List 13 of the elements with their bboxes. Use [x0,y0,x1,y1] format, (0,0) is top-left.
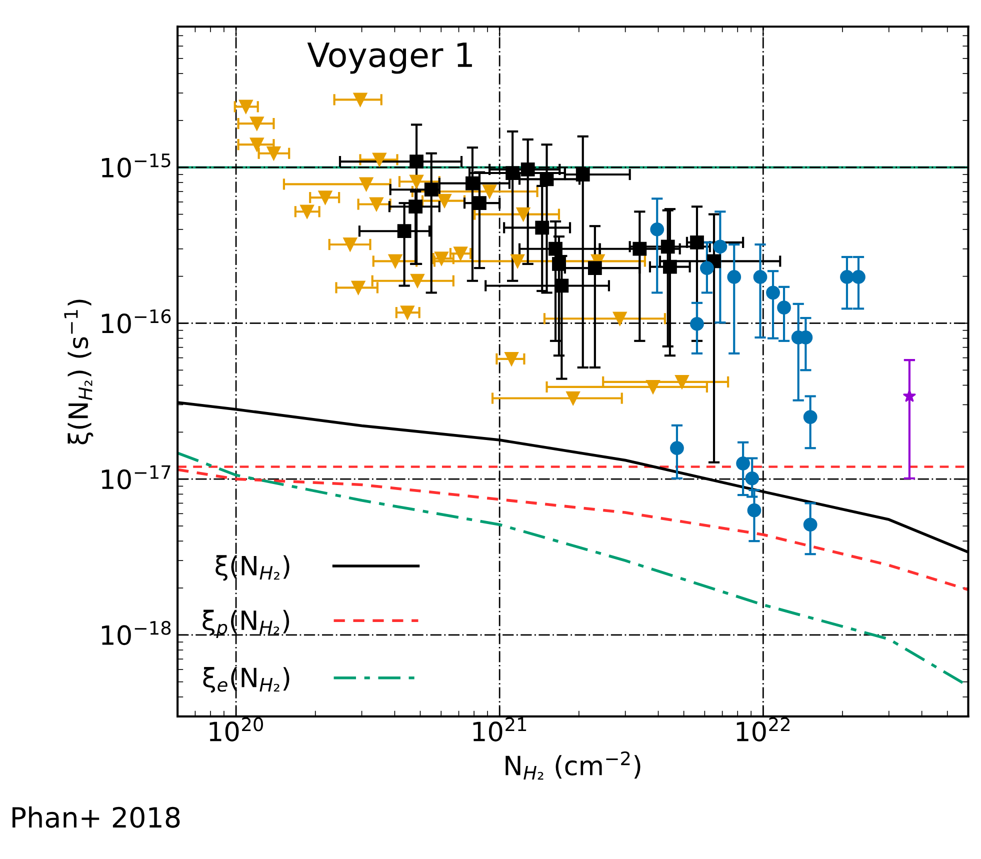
x-tick-label: 10$^{21}$ [473,717,526,742]
x-tick-label: 10$^{22}$ [736,717,790,742]
y-axis-title: ξ(N$_{H₂}$) (s$^{−1}$) [64,300,94,444]
legend-label: ξ$_{e}$(N$_{H₂}$) [203,667,290,693]
text: Phan+ 2018 [12,806,180,828]
x-axis-title: N$_{H₂}$ (cm$^{−2}$) [506,751,640,780]
y-tick-label: 10$^{−15}$ [102,154,170,178]
x-tick-label: 10$^{20}$ [210,717,263,742]
legend-label: ξ(N$_{H₂}$) [216,555,290,581]
y-tick-label: 10$^{−16}$ [102,309,171,334]
ref-line-label: Voyager 1 [307,42,472,74]
y-tick-label: 10$^{−18}$ [102,620,171,646]
y-tick-label: 10$^{−17}$ [102,465,170,490]
